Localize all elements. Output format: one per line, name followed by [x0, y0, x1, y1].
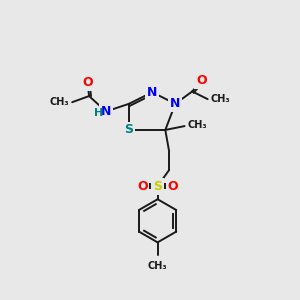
Text: O: O	[196, 74, 207, 87]
Text: N: N	[147, 86, 158, 99]
Text: O: O	[82, 76, 93, 89]
Text: CH₃: CH₃	[188, 120, 207, 130]
Text: O: O	[168, 180, 178, 193]
Text: CH₃: CH₃	[211, 94, 230, 104]
Text: S: S	[153, 180, 162, 193]
Text: N: N	[170, 97, 181, 110]
Text: O: O	[137, 180, 148, 193]
Text: CH₃: CH₃	[148, 261, 167, 271]
Text: H: H	[94, 108, 104, 118]
Text: N: N	[101, 105, 111, 118]
Text: S: S	[124, 123, 134, 136]
Text: CH₃: CH₃	[50, 97, 69, 107]
